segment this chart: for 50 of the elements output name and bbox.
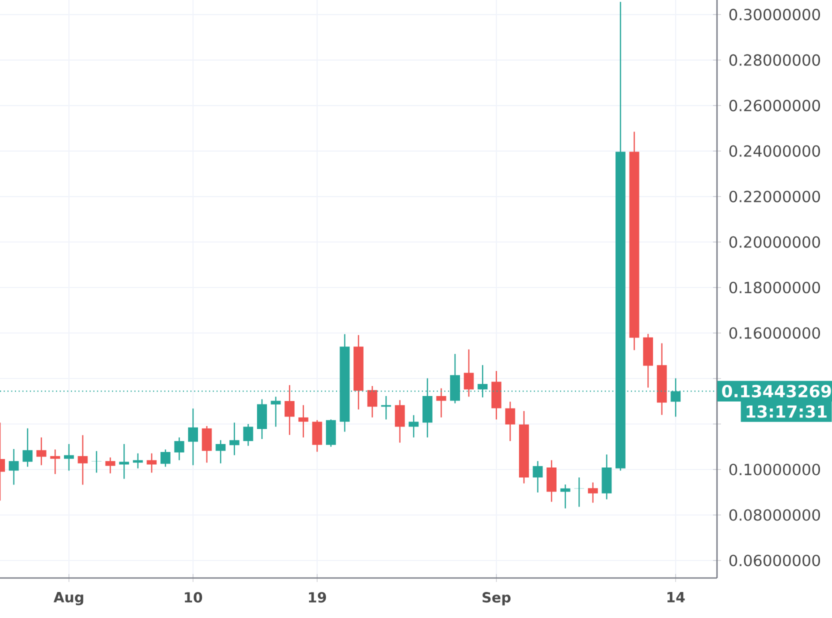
y-tick-label: 0.08000000 bbox=[729, 509, 820, 521]
candlestick bbox=[146, 452, 157, 474]
candlestick bbox=[22, 428, 33, 468]
x-tick-label: Aug bbox=[54, 592, 84, 606]
y-tick-label: 0.22000000 bbox=[729, 190, 820, 202]
candlestick bbox=[312, 420, 322, 452]
candlestick bbox=[50, 448, 60, 475]
candlestick bbox=[394, 400, 405, 444]
candlestick bbox=[270, 396, 281, 428]
y-tick-label: 0.26000000 bbox=[729, 100, 820, 112]
candlestick bbox=[8, 448, 19, 486]
y-tick-label: 0.16000000 bbox=[729, 327, 820, 339]
candlestick bbox=[216, 440, 226, 464]
candlestick bbox=[367, 385, 378, 418]
candlestick bbox=[105, 456, 116, 474]
candlestick bbox=[174, 436, 184, 461]
candlestick bbox=[436, 388, 446, 418]
candlestick bbox=[132, 452, 143, 469]
y-tick-label: 0.18000000 bbox=[729, 282, 820, 294]
candlestick bbox=[532, 460, 543, 494]
text: 13:17:31 bbox=[746, 405, 827, 418]
candlestick bbox=[381, 395, 392, 420]
candlestick bbox=[64, 443, 74, 472]
candlestick bbox=[243, 423, 254, 446]
ref-line-label: 0.13443269 bbox=[722, 384, 831, 398]
x-tick-label: 19 bbox=[308, 592, 326, 603]
candlestick bbox=[92, 450, 102, 474]
candlestick bbox=[229, 422, 240, 456]
candlestick bbox=[160, 448, 170, 468]
candlestick bbox=[505, 401, 516, 442]
candlestick bbox=[202, 425, 212, 464]
x-tick-label: Sep bbox=[482, 592, 511, 606]
candlestick bbox=[464, 348, 474, 398]
candlestick bbox=[78, 434, 88, 486]
y-tick-label: 0.20000000 bbox=[729, 236, 820, 248]
y-tick-label: 0.06000000 bbox=[729, 554, 820, 566]
y-tick-label: 0.10000000 bbox=[729, 464, 820, 476]
candlestick bbox=[36, 436, 46, 466]
y-tick-label: 0.30000000 bbox=[729, 8, 820, 20]
candlestick bbox=[298, 404, 308, 438]
candlestick bbox=[119, 443, 130, 480]
x-tick-label: 10 bbox=[184, 592, 202, 603]
candlestick bbox=[560, 484, 570, 509]
candlestick bbox=[188, 408, 198, 466]
candlestick bbox=[588, 482, 598, 504]
candlestick bbox=[284, 384, 295, 436]
x-tick-label: 14 bbox=[667, 592, 685, 602]
candlestick bbox=[408, 414, 419, 438]
y-tick-label: 0.28000000 bbox=[729, 54, 820, 66]
y-tick-label: 0.24000000 bbox=[729, 145, 820, 157]
